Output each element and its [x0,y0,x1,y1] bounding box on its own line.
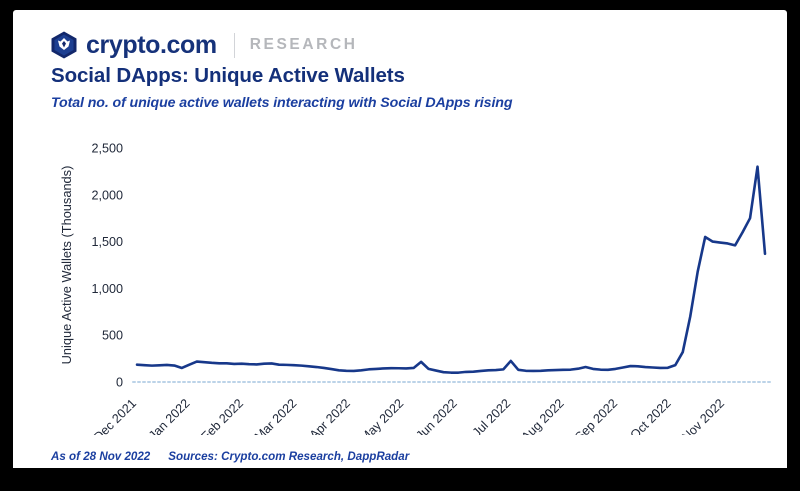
footer-sources: Sources: Crypto.com Research, DappRadar [168,450,410,463]
x-tick-label: Feb 2022 [198,396,246,435]
y-tick-label: 1,500 [91,235,123,249]
x-tick-label: Oct 2022 [628,396,674,435]
x-tick-label: Sep 2022 [572,396,620,435]
x-tick-label: Mar 2022 [252,396,300,435]
x-tick-label: Jun 2022 [413,396,460,435]
x-tick-label: Jul 2022 [470,396,514,435]
page-subtitle: Total no. of unique active wallets inter… [51,95,513,111]
series-line [135,165,767,374]
header-divider [233,32,235,58]
data-series [135,165,767,374]
y-tick-label: 0 [116,376,123,390]
x-tick-label: Jan 2022 [146,396,193,435]
y-tick-label: 1,000 [91,282,123,296]
x-tick-label: Dec 2021 [91,396,139,435]
x-tick-label: Nov 2022 [679,396,727,435]
y-axis: 0 500 1,000 1,500 2,000 2,500 [91,142,123,390]
research-label: RESEARCH [249,36,358,53]
y-tick-label: 2,000 [91,188,123,202]
y-tick-label: 2,500 [91,142,123,156]
chart-card: crypto.com RESEARCH Social DApps: Unique… [13,10,787,468]
x-axis: Dec 2021 Jan 2022 Feb 2022 Mar 2022 Apr 2022… [91,396,727,435]
chart-plot-area: 0 500 1,000 1,500 2,000 2,500 Dec 2021 Jan 202… [13,120,787,435]
x-tick-label: Aug 2022 [519,396,567,435]
y-axis-title: Unique Active Wallets (Thousands) [59,166,74,365]
y-axis-title-label: Unique Active Wallets (Thousands) [59,166,74,365]
x-tick-label: May 2022 [357,396,406,435]
y-tick-label: 500 [102,329,123,343]
page-title: Social DApps: Unique Active Wallets [51,64,405,87]
chart-footer: As of 28 Nov 2022 Sources: Crypto.com Re… [51,450,409,463]
line-chart-svg: 0 500 1,000 1,500 2,000 2,500 Dec 2021 Jan 202… [59,142,772,435]
footer-as-of: As of 28 Nov 2022 [51,450,151,463]
x-tick-label: Apr 2022 [307,396,353,435]
brand-header: crypto.com RESEARCH [51,30,358,60]
crypto-com-logo-icon [51,31,77,59]
brand-name: crypto.com [86,30,217,59]
